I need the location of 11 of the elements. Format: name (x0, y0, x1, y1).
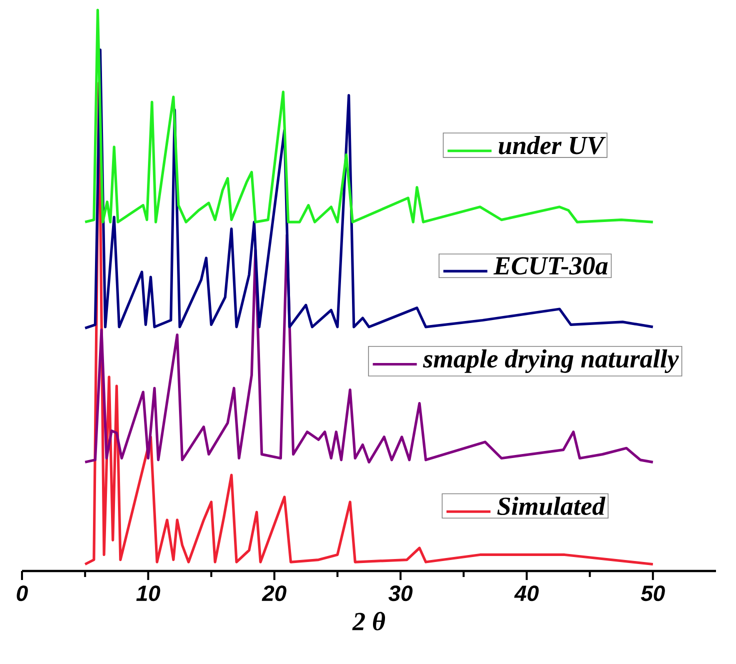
legend-label: under UV (498, 136, 606, 154)
x-axis-title: 2 θ (352, 612, 386, 630)
x-tick-label: 10 (136, 586, 160, 602)
x-tick-label: 20 (262, 586, 286, 602)
legend-label: smaple drying naturally (422, 349, 679, 374)
legend-label: ECUT-30a (493, 257, 608, 275)
x-tick-label: 50 (640, 586, 665, 602)
x-tick-label: 30 (388, 586, 413, 602)
legend-label: Simulated (497, 496, 606, 516)
x-tick-label: 0 (16, 586, 28, 602)
x-tick-label: 40 (514, 586, 539, 602)
